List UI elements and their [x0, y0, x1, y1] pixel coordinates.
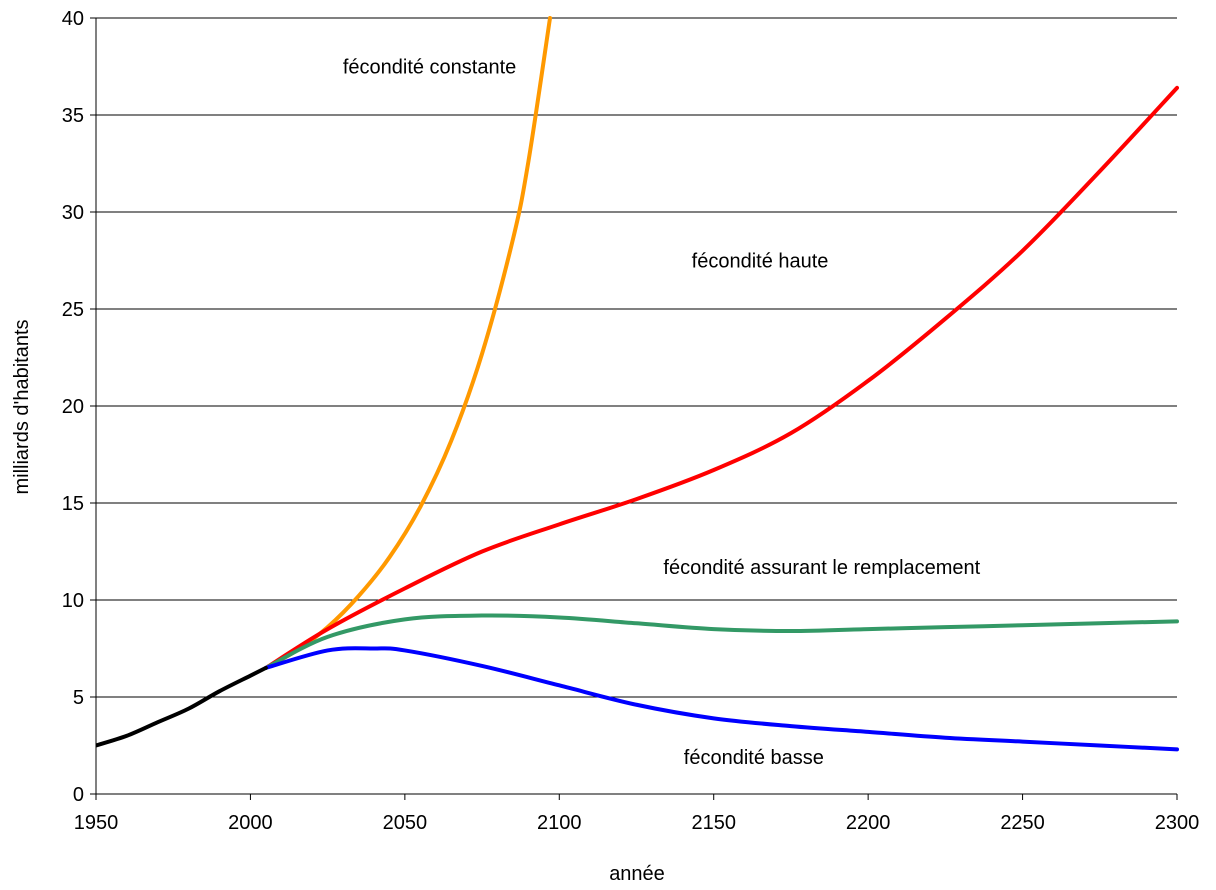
series-line-f-condit-haute [263, 85, 1179, 670]
y-axis-title: milliards d'habitants [11, 319, 33, 494]
series-line-historical [96, 665, 268, 748]
labels: 0 5 10 15 20 25 30 35 40 1950 2000 2050 2100 2150 2200… [62, 8, 1200, 834]
x-tick-label: 2250 [1000, 812, 1045, 834]
series-annotation: fécondité constante [343, 57, 516, 79]
series-line-f-condit-basse [263, 646, 1179, 752]
y-tick-label: 0 [73, 784, 84, 806]
y-tick-label: 5 [73, 687, 84, 709]
y-tick-label: 30 [62, 202, 84, 224]
x-tick-label: 2050 [383, 812, 428, 834]
x-tick-label: 2300 [1155, 812, 1200, 834]
gridlines [96, 17, 1177, 795]
x-tick-label: 2100 [537, 812, 582, 834]
y-tick-label: 15 [62, 493, 84, 515]
y-tick-label: 10 [62, 590, 84, 612]
axes [90, 17, 1178, 800]
x-tick-label: 2000 [228, 812, 273, 834]
series-annotation: fécondité assurant le remplacement [663, 557, 980, 579]
x-tick-label: 1950 [74, 812, 119, 834]
y-tick-label: 25 [62, 299, 84, 321]
x-tick-label: 2150 [691, 812, 736, 834]
x-tick-label: 2200 [846, 812, 891, 834]
x-axis-title: année [609, 863, 665, 885]
y-tick-label: 35 [62, 105, 84, 127]
y-tick-label: 40 [62, 8, 84, 30]
series-annotation: fécondité haute [692, 251, 829, 273]
series-annotation: fécondité basse [684, 747, 824, 769]
series-line-f-condit-assurant-le-remplacement [263, 613, 1179, 670]
y-tick-label: 20 [62, 396, 84, 418]
series-lines [96, 16, 1179, 752]
